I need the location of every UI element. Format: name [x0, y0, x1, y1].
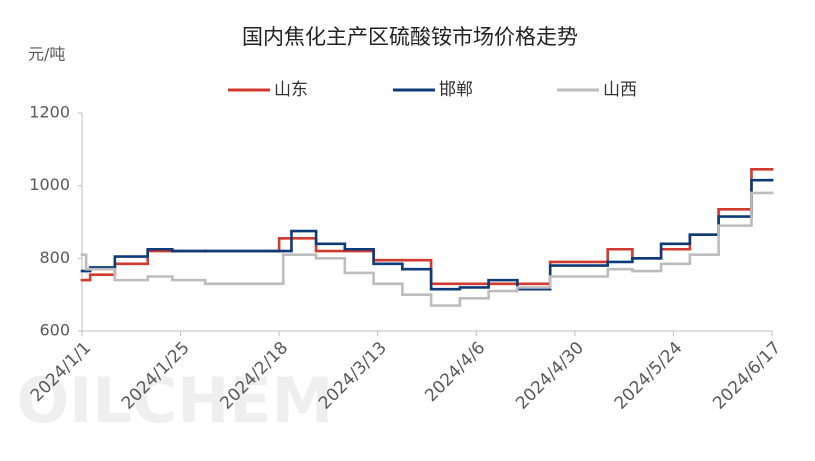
y-tick-label: 1200	[29, 103, 70, 122]
x-tick-label: 2024/5/24	[611, 338, 687, 414]
y-tick-label: 800	[39, 248, 70, 267]
y-tick-label: 600	[39, 321, 70, 340]
x-tick-label: 2024/6/17	[709, 338, 785, 414]
watermark: OILCHEM	[17, 364, 334, 437]
chart-title: 国内焦化主产区硫酸铵市场价格走势	[242, 25, 578, 49]
x-tick-label: 2024/4/30	[512, 338, 588, 414]
y-tick-label: 1000	[29, 175, 70, 194]
x-tick-label: 2024/4/6	[421, 338, 489, 406]
legend-label: 山东	[274, 80, 308, 100]
legend-label: 山西	[603, 80, 637, 100]
y-axis-label: 元/吨	[28, 45, 65, 64]
legend-label: 邯郸	[439, 80, 473, 100]
